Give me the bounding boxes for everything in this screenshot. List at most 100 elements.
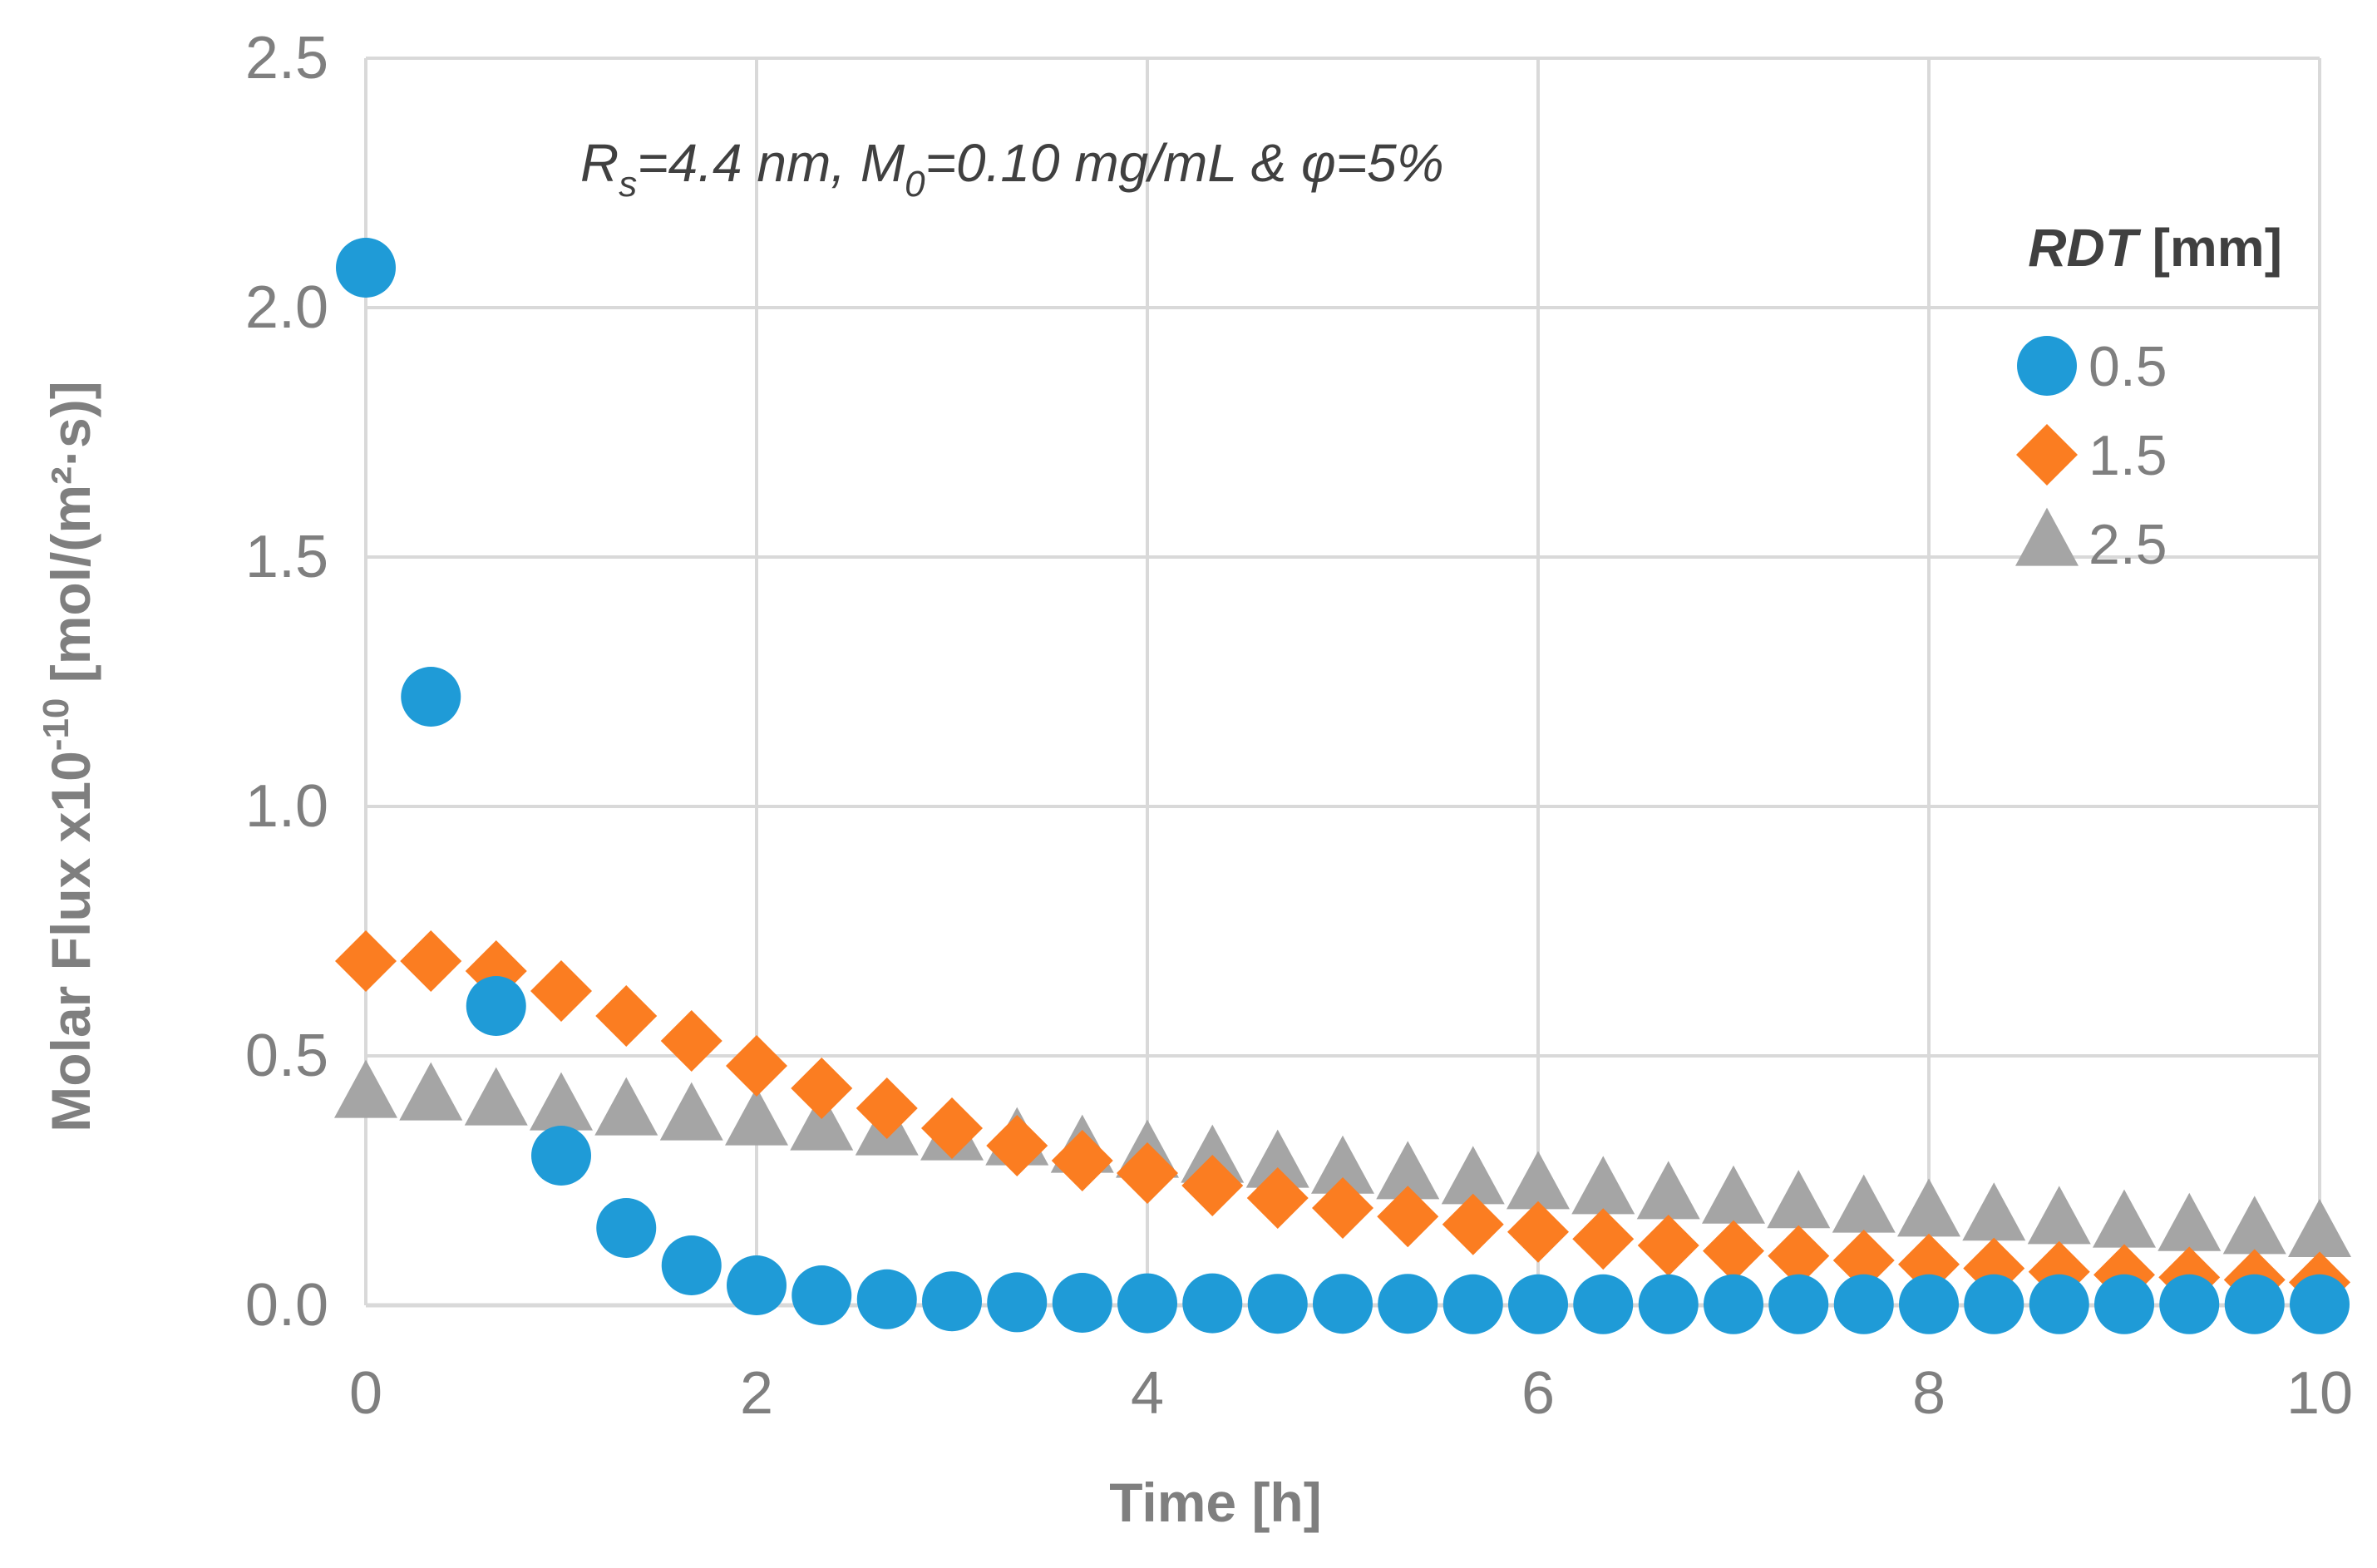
- data-point-circle: [2094, 1274, 2154, 1334]
- x-tick-label: 10: [2286, 1360, 2353, 1427]
- data-point-triangle: [464, 1067, 528, 1126]
- legend-title: RDT [mm]: [2028, 218, 2282, 278]
- data-point-circle: [792, 1265, 852, 1325]
- data-point-circle: [987, 1272, 1048, 1333]
- data-point-circle: [2290, 1274, 2350, 1334]
- y-tick-label: 1.0: [245, 773, 328, 840]
- data-point-circle: [2029, 1274, 2089, 1334]
- data-point-circle: [1704, 1274, 1763, 1334]
- data-point-circle: [1638, 1274, 1699, 1334]
- data-point-triangle: [1962, 1182, 2026, 1241]
- legend-label: 1.5: [2089, 424, 2167, 487]
- data-point-triangle: [2027, 1186, 2091, 1245]
- data-point-circle: [466, 976, 526, 1036]
- data-point-triangle: [1636, 1161, 1700, 1220]
- x-tick-label: 4: [1131, 1360, 1164, 1427]
- data-point-diamond: [856, 1077, 918, 1139]
- data-point-diamond: [400, 930, 462, 992]
- data-point-circle: [1768, 1274, 1829, 1334]
- data-point-circle: [661, 1235, 722, 1295]
- data-point-circle: [1573, 1274, 1634, 1334]
- y-tick-label: 1.5: [245, 524, 328, 590]
- parameter-annotation: Rs=4.4 nm, M0=0.10 mg/mL & φ=5%: [580, 133, 1444, 205]
- data-point-triangle: [1832, 1174, 1896, 1233]
- data-point-diamond: [1637, 1215, 1699, 1276]
- data-point-circle: [922, 1271, 982, 1332]
- y-tick-label: 2.0: [245, 274, 328, 341]
- data-point-triangle: [1376, 1141, 1440, 1200]
- legend: 0.5 1.5 2.5: [2015, 335, 2167, 576]
- data-point-circle: [1964, 1274, 2024, 1334]
- data-point-triangle: [334, 1059, 397, 1118]
- data-point-circle: [336, 238, 396, 298]
- data-point-triangle: [1245, 1129, 1309, 1188]
- data-point-diamond: [1312, 1177, 1373, 1239]
- data-point-circle: [1247, 1274, 1308, 1334]
- data-point-diamond: [1117, 1142, 1178, 1204]
- data-point-circle: [1833, 1274, 1894, 1334]
- data-point-diamond: [1507, 1201, 1569, 1263]
- data-point-circle: [596, 1198, 657, 1258]
- data-point-circle: [401, 667, 461, 727]
- x-tick-label: 6: [1521, 1360, 1555, 1427]
- data-point-diamond: [1832, 1230, 1895, 1291]
- data-point-circle: [1899, 1274, 1959, 1334]
- data-point-diamond: [595, 985, 658, 1047]
- data-point-triangle: [1571, 1156, 1635, 1215]
- data-point-diamond: [1768, 1225, 1830, 1287]
- data-point-diamond: [1703, 1220, 1764, 1282]
- legend-label: 0.5: [2089, 335, 2167, 398]
- series-0.5: [336, 238, 2350, 1334]
- data-point-triangle: [594, 1077, 658, 1136]
- grid-lines: [364, 57, 2321, 1305]
- data-point-diamond: [1377, 1186, 1439, 1248]
- data-point-diamond: [726, 1035, 787, 1097]
- y-tick-label: 2.5: [245, 25, 328, 91]
- data-point-circle: [2224, 1274, 2285, 1334]
- data-point-diamond: [1051, 1130, 1113, 1191]
- data-point-triangle: [2222, 1196, 2286, 1255]
- data-point-diamond: [335, 930, 397, 992]
- data-point-circle: [1313, 1274, 1373, 1334]
- data-point-triangle: [399, 1062, 463, 1121]
- legend-label: 2.5: [2089, 513, 2167, 576]
- data-point-circle: [531, 1126, 591, 1186]
- data-point-circle: [1378, 1274, 1438, 1334]
- data-point-triangle: [2288, 1199, 2351, 1257]
- legend-marker-triangle: [2015, 507, 2079, 566]
- data-point-triangle: [1702, 1165, 1765, 1224]
- x-axis-title: Time [h]: [1109, 1472, 1321, 1533]
- y-axis-title: Molar Flux x10-10 [mol/(m²·s)]: [36, 381, 101, 1132]
- data-point-diamond: [1181, 1155, 1244, 1216]
- x-tick-label: 8: [1912, 1360, 1945, 1427]
- legend-marker-circle: [2017, 336, 2077, 396]
- x-tick-label: 2: [740, 1360, 773, 1427]
- data-point-diamond: [921, 1097, 983, 1159]
- data-point-triangle: [1507, 1151, 1570, 1210]
- data-point-circle: [856, 1269, 917, 1329]
- data-point-circle: [1117, 1273, 1177, 1334]
- data-point-triangle: [790, 1092, 854, 1151]
- data-point-triangle: [1897, 1178, 1960, 1237]
- data-point-triangle: [1311, 1135, 1374, 1194]
- y-tick-label: 0.0: [245, 1272, 328, 1339]
- data-point-triangle: [2093, 1189, 2156, 1248]
- data-point-circle: [1052, 1273, 1112, 1333]
- data-point-diamond: [1246, 1167, 1309, 1229]
- y-tick-label: 0.5: [245, 1023, 328, 1089]
- data-point-diamond: [791, 1058, 853, 1119]
- data-point-triangle: [659, 1082, 723, 1141]
- data-point-diamond: [986, 1115, 1048, 1176]
- data-point-circle: [1442, 1274, 1503, 1334]
- data-point-triangle: [1441, 1146, 1505, 1205]
- tick-labels: 0.0 0.5 1.0 1.5 2.0 2.5 0 2 4 6 8 10: [245, 25, 2353, 1427]
- data-point-diamond: [530, 960, 592, 1022]
- data-point-diamond: [1572, 1208, 1635, 1270]
- data-point-triangle: [530, 1072, 593, 1131]
- data-point-circle: [2159, 1274, 2220, 1334]
- data-point-triangle: [1181, 1124, 1245, 1183]
- data-point-circle: [1182, 1273, 1243, 1334]
- legend-marker-diamond: [2016, 424, 2078, 486]
- data-point-circle: [1508, 1274, 1568, 1334]
- x-tick-label: 0: [349, 1360, 382, 1427]
